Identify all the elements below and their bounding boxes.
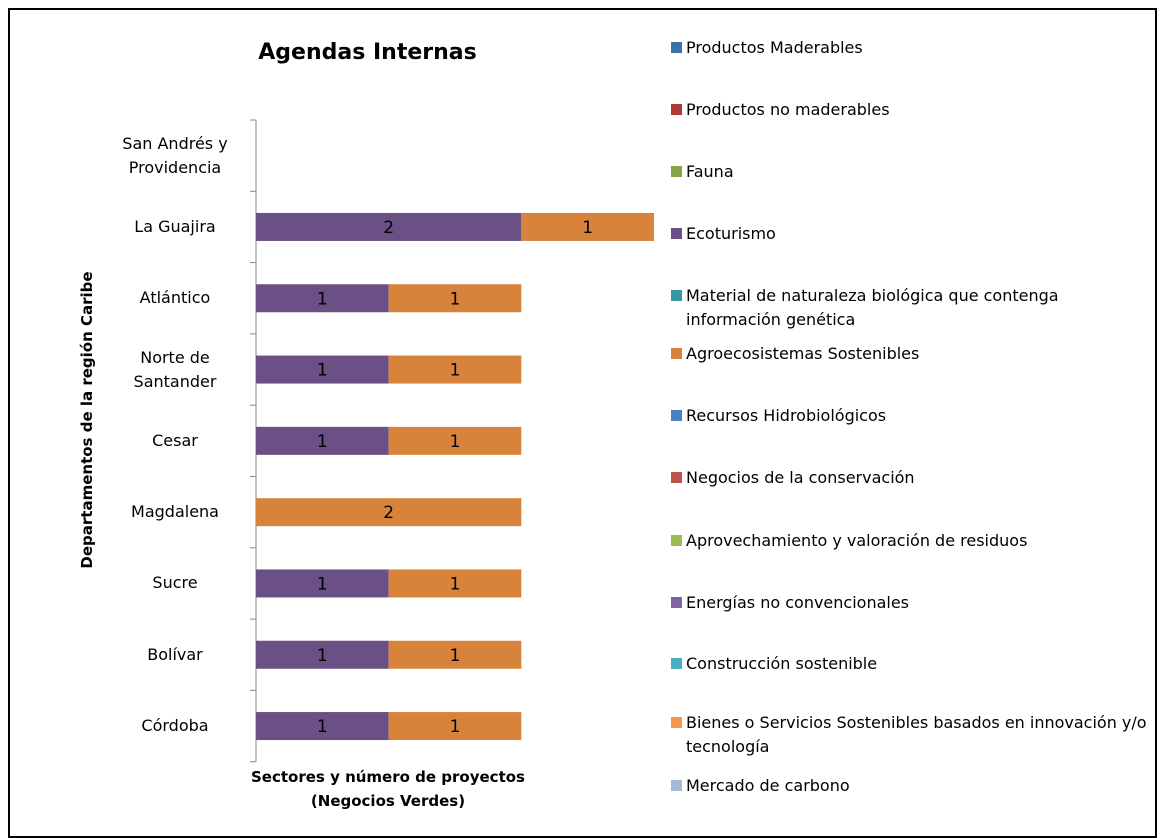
data-label: 2 xyxy=(383,218,394,238)
category-label: La Guajira xyxy=(134,216,216,236)
legend-label: Construcción sostenible xyxy=(686,654,878,673)
legend-entry: Fauna xyxy=(671,160,1151,184)
legend-label: Recursos Hidrobiológicos xyxy=(686,406,887,425)
legend-entry: Aprovechamiento y valoración de residuos xyxy=(671,529,1151,553)
bar-segment xyxy=(388,712,522,741)
category-label: Bolívar xyxy=(147,644,203,664)
legend-entry: Material de naturaleza biológica que con… xyxy=(671,284,1151,332)
x-axis-label: Sectores y número de proyectos (Negocios… xyxy=(251,768,525,810)
legend-entry: Productos no maderables xyxy=(671,98,1151,122)
legend-entry: Bienes o Servicios Sostenibles basados e… xyxy=(671,711,1151,759)
bar-segment xyxy=(256,212,522,241)
legend-label: Bienes o Servicios Sostenibles basados e… xyxy=(686,713,1147,756)
legend-label: Fauna xyxy=(686,162,734,181)
data-label: 1 xyxy=(450,646,461,666)
bar-segment xyxy=(256,712,389,741)
chart-title: Agendas Internas xyxy=(258,40,477,65)
legend-entry: Agroecosistemas Sostenibles xyxy=(671,342,1151,366)
bar-segment xyxy=(256,640,389,669)
legend-swatch xyxy=(671,472,682,483)
legend-entry: Construcción sostenible xyxy=(671,652,1151,676)
data-label: 1 xyxy=(450,289,461,309)
data-label: 1 xyxy=(317,361,328,381)
legend-swatch xyxy=(671,290,682,301)
legend-label: Productos Maderables xyxy=(686,38,863,57)
legend-label: Energías no convencionales xyxy=(686,593,910,612)
category-label: Córdoba xyxy=(141,716,209,736)
category-label: San Andrés y Providencia xyxy=(122,133,228,177)
legend-entry: Ecoturismo xyxy=(671,222,1151,246)
data-label: 1 xyxy=(450,361,461,381)
legend-swatch xyxy=(671,597,682,608)
data-label: 1 xyxy=(450,717,461,737)
legend-swatch xyxy=(671,658,682,669)
legend-label: Agroecosistemas Sostenibles xyxy=(686,344,920,363)
bar-segment xyxy=(256,498,522,527)
category-label: Cesar xyxy=(152,430,198,450)
legend-entry: Mercado de carbono xyxy=(671,774,1151,798)
legend-label: Ecoturismo xyxy=(686,224,776,243)
bar-segment xyxy=(388,426,522,455)
data-label: 1 xyxy=(317,432,328,452)
data-label: 1 xyxy=(450,574,461,594)
category-label: Sucre xyxy=(152,573,198,593)
bar-segment xyxy=(256,284,389,313)
legend-entry: Productos Maderables xyxy=(671,36,1151,60)
legend-entry: Recursos Hidrobiológicos xyxy=(671,404,1151,428)
data-label: 1 xyxy=(317,574,328,594)
legend-swatch xyxy=(671,410,682,421)
category-label: Atlántico xyxy=(139,288,211,308)
legend-entry: Negocios de la conservación xyxy=(671,466,1151,490)
category-label: Norte de Santander xyxy=(133,347,217,391)
legend-swatch xyxy=(671,228,682,239)
data-label: 1 xyxy=(317,717,328,737)
bar-segment xyxy=(388,569,522,598)
category-label: Magdalena xyxy=(131,502,219,522)
legend-swatch xyxy=(671,104,682,115)
bar-segment xyxy=(388,284,522,313)
data-label: 1 xyxy=(450,432,461,452)
legend-swatch xyxy=(671,166,682,177)
legend-label: Productos no maderables xyxy=(686,100,890,119)
legend-swatch xyxy=(671,348,682,359)
legend-swatch xyxy=(671,535,682,546)
legend-label: Mercado de carbono xyxy=(686,776,850,795)
legend-label: Negocios de la conservación xyxy=(686,468,915,487)
bar-segment xyxy=(256,569,389,598)
legend-swatch xyxy=(671,780,682,791)
bar-segment xyxy=(256,355,389,384)
legend-label: Material de naturaleza biológica que con… xyxy=(686,286,1059,329)
data-label: 2 xyxy=(383,503,394,523)
legend-label: Aprovechamiento y valoración de residuos xyxy=(686,531,1028,550)
data-label: 1 xyxy=(317,646,328,666)
legend-swatch xyxy=(671,42,682,53)
legend-swatch xyxy=(671,717,682,728)
data-label: 1 xyxy=(317,289,328,309)
bar-segment xyxy=(388,355,522,384)
data-label: 1 xyxy=(582,218,593,238)
legend-entry: Energías no convencionales xyxy=(671,591,1151,615)
bar-segment xyxy=(388,640,522,669)
bar-segment xyxy=(521,212,654,241)
bar-segment xyxy=(256,426,389,455)
